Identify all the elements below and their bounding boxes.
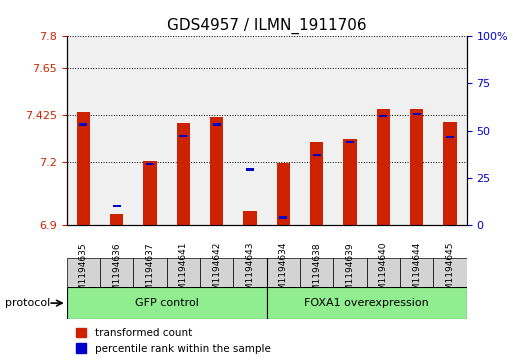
Text: GSM1194645: GSM1194645 (446, 242, 455, 302)
Bar (246, 168, 254, 171)
Bar (446, 136, 454, 138)
FancyBboxPatch shape (267, 258, 300, 287)
Title: GDS4957 / ILMN_1911706: GDS4957 / ILMN_1911706 (167, 17, 367, 33)
Bar (310, 142, 323, 225)
Bar (410, 109, 424, 225)
Text: GSM1194642: GSM1194642 (212, 242, 221, 302)
Text: GSM1194635: GSM1194635 (79, 242, 88, 303)
Bar (80, 123, 87, 126)
Text: protocol: protocol (5, 298, 50, 308)
Bar (176, 123, 190, 225)
Bar (146, 163, 154, 166)
Bar (180, 135, 187, 137)
Bar (76, 112, 90, 225)
Legend: transformed count, percentile rank within the sample: transformed count, percentile rank withi… (72, 324, 275, 358)
Bar (346, 141, 354, 143)
Bar (277, 163, 290, 225)
Text: GSM1194634: GSM1194634 (279, 242, 288, 302)
Text: GSM1194644: GSM1194644 (412, 242, 421, 302)
Bar (313, 154, 321, 156)
FancyBboxPatch shape (200, 258, 233, 287)
FancyBboxPatch shape (267, 287, 467, 319)
FancyBboxPatch shape (400, 258, 433, 287)
Bar (380, 115, 387, 117)
Text: GSM1194637: GSM1194637 (146, 242, 154, 303)
FancyBboxPatch shape (67, 258, 100, 287)
Text: FOXA1 overexpression: FOXA1 overexpression (304, 298, 429, 308)
Bar (210, 117, 223, 225)
FancyBboxPatch shape (67, 287, 267, 319)
Text: GSM1194636: GSM1194636 (112, 242, 121, 303)
FancyBboxPatch shape (300, 258, 333, 287)
FancyBboxPatch shape (367, 258, 400, 287)
Text: GSM1194638: GSM1194638 (312, 242, 321, 303)
Text: GSM1194639: GSM1194639 (346, 242, 354, 303)
Bar (343, 139, 357, 225)
FancyBboxPatch shape (233, 258, 267, 287)
Bar (143, 161, 156, 225)
Bar (110, 213, 123, 225)
Text: GSM1194641: GSM1194641 (179, 242, 188, 302)
Bar (377, 109, 390, 225)
Bar (213, 123, 221, 126)
FancyBboxPatch shape (100, 258, 133, 287)
Bar (243, 211, 256, 225)
FancyBboxPatch shape (433, 258, 467, 287)
Text: GSM1194640: GSM1194640 (379, 242, 388, 302)
FancyBboxPatch shape (167, 258, 200, 287)
Text: GFP control: GFP control (135, 298, 199, 308)
Bar (113, 205, 121, 207)
Bar (443, 122, 457, 225)
FancyBboxPatch shape (133, 258, 167, 287)
Bar (280, 216, 287, 219)
Bar (413, 113, 421, 115)
Text: GSM1194643: GSM1194643 (246, 242, 254, 302)
FancyBboxPatch shape (333, 258, 367, 287)
